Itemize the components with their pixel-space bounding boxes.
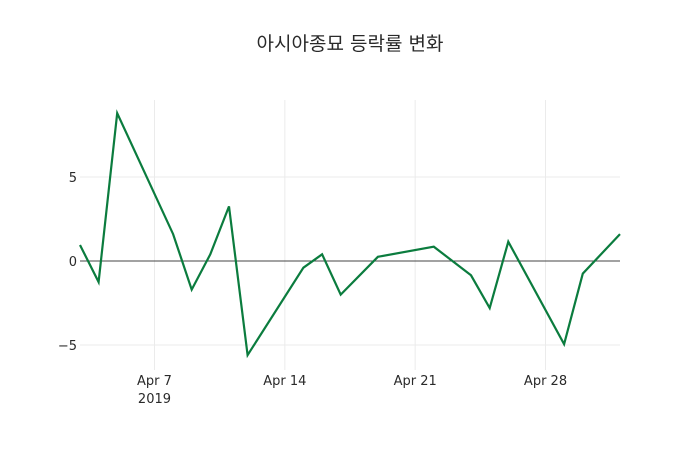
y-axis-ticks: 5 0 −5 — [58, 171, 77, 354]
x-tick-label: Apr 21 — [394, 374, 437, 389]
gridlines — [80, 100, 620, 370]
x-tick-label: Apr 7 — [137, 374, 172, 389]
x-axis-ticks: Apr 7 2019 Apr 14 Apr 21 Apr 28 — [137, 374, 567, 407]
chart-title: 아시아종묘 등락률 변화 — [256, 33, 444, 55]
y-tick-label: −5 — [58, 339, 77, 354]
y-tick-label: 5 — [69, 171, 77, 186]
x-tick-label: Apr 28 — [524, 374, 567, 389]
x-tick-label: Apr 14 — [263, 374, 306, 389]
y-tick-label: 0 — [69, 255, 77, 270]
x-tick-year-label: 2019 — [138, 392, 171, 407]
series-line-등락률 — [79, 109, 621, 359]
